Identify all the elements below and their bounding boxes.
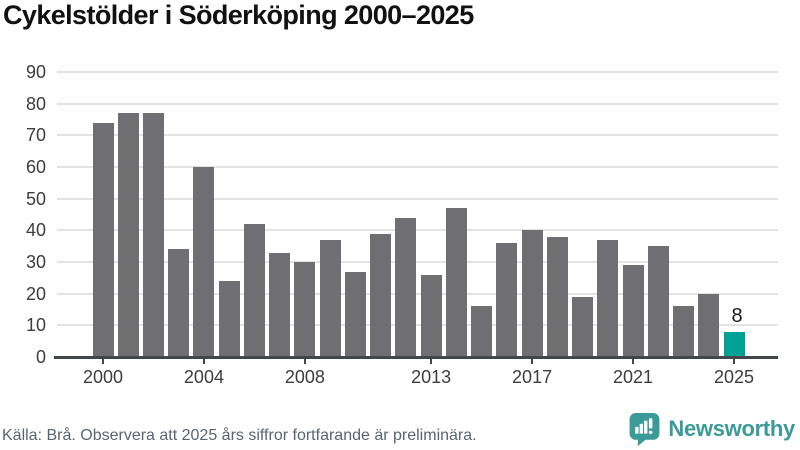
x-tick-label-2017: 2017 xyxy=(512,367,553,387)
y-tick-label-80: 80 xyxy=(25,93,46,114)
gridline-50 xyxy=(57,197,778,200)
y-tick-label-30: 30 xyxy=(25,252,46,272)
gridline-40 xyxy=(57,229,778,232)
bar-2021 xyxy=(622,265,644,357)
y-tick-label-40: 40 xyxy=(25,220,46,241)
bar-2014 xyxy=(445,208,467,357)
x-tick-label-2004: 2004 xyxy=(183,367,224,387)
bar-2012 xyxy=(395,217,417,357)
x-tick-2017 xyxy=(531,357,534,364)
bar-2022 xyxy=(647,246,669,357)
bar-2017 xyxy=(521,230,543,357)
y-tick-label-60: 60 xyxy=(25,157,46,177)
bar-2010 xyxy=(344,271,366,357)
newsworthy-logo-text: Newsworthy xyxy=(668,416,795,441)
bar-2008 xyxy=(294,262,316,357)
bar-2018 xyxy=(546,236,568,357)
x-tick-2021 xyxy=(632,357,635,364)
bar-2011 xyxy=(370,233,392,357)
gridline-90 xyxy=(57,71,778,73)
x-tick-label-2000: 2000 xyxy=(82,367,124,387)
x-tick-label-2025: 2025 xyxy=(713,367,755,387)
x-tick-label-2013: 2013 xyxy=(411,367,452,387)
y-tick-label-70: 70 xyxy=(25,125,46,146)
source-note: Källa: Brå. Observera att 2025 års siffr… xyxy=(2,427,477,444)
bar-2005 xyxy=(218,281,240,357)
bar-2020 xyxy=(597,239,619,357)
bar-2004 xyxy=(193,167,215,357)
bar-2003 xyxy=(168,249,190,357)
bar-2015 xyxy=(471,306,493,357)
gridline-80 xyxy=(57,102,778,105)
gridline-10 xyxy=(57,324,778,327)
x-tick-2025 xyxy=(733,357,735,364)
x-axis-line xyxy=(54,356,778,359)
y-tick-label-10: 10 xyxy=(25,315,46,336)
bar-2019 xyxy=(572,296,594,357)
y-tick-label-0: 0 xyxy=(35,347,46,367)
y-tick-label-90: 90 xyxy=(25,62,46,82)
gridline-20 xyxy=(57,292,778,295)
bar-2006 xyxy=(243,224,265,357)
x-tick-2004 xyxy=(202,357,205,364)
x-tick-2013 xyxy=(430,357,433,364)
bar-2001 xyxy=(117,113,139,357)
bar-2013 xyxy=(420,274,442,357)
bar-2009 xyxy=(319,239,341,357)
y-tick-label-20: 20 xyxy=(25,283,46,304)
bar-2025 xyxy=(723,331,745,357)
x-tick-2000 xyxy=(102,357,104,364)
bar-2000 xyxy=(92,122,114,357)
y-tick-label-50: 50 xyxy=(25,188,46,209)
bar-2007 xyxy=(269,252,291,357)
x-tick-label-2021: 2021 xyxy=(613,367,654,387)
x-tick-label-2008: 2008 xyxy=(284,367,325,387)
bar-value-label: 8 xyxy=(731,304,743,327)
bar-2002 xyxy=(142,113,164,357)
newsworthy-bubble-chart-icon xyxy=(628,412,661,447)
newsworthy-logo: Newsworthy xyxy=(628,411,795,447)
bar-2016 xyxy=(496,243,518,357)
page-title: Cykelstölder i Söderköping 2000–2025 xyxy=(3,0,474,30)
bar-2024 xyxy=(698,293,720,357)
gridline-70 xyxy=(57,134,778,137)
bar-2023 xyxy=(673,306,695,357)
gridline-30 xyxy=(57,261,778,263)
gridline-60 xyxy=(57,166,778,168)
x-tick-2008 xyxy=(303,357,306,364)
plot-area: 8 xyxy=(54,71,778,364)
